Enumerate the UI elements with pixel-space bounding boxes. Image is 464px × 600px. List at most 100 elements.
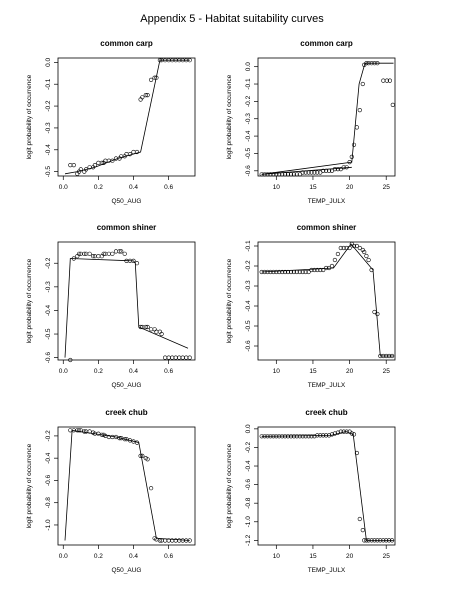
x-axis-label: TEMP_JULX [308, 382, 346, 389]
x-tick-label: 20 [346, 553, 354, 560]
fitted-curve-line [64, 258, 189, 358]
data-point [387, 78, 393, 83]
y-tick-label: -0.3 [245, 280, 252, 292]
data-point [309, 267, 314, 273]
data-point [321, 168, 326, 173]
y-tick-label: -0.4 [245, 300, 252, 312]
x-tick-label: 20 [346, 184, 354, 191]
plot-frame [257, 241, 396, 361]
data-point [149, 486, 154, 491]
y-tick-label: -0.4 [45, 144, 52, 156]
data-point [303, 269, 308, 275]
data-point [71, 163, 76, 168]
data-point [332, 257, 338, 263]
data-point [335, 167, 341, 172]
x-axis-label: TEMP_JULX [308, 198, 346, 205]
data-point [303, 434, 308, 439]
data-point [99, 254, 104, 259]
data-point [318, 267, 323, 273]
x-tick-label: 0.0 [59, 553, 68, 560]
data-point [315, 170, 320, 175]
data-point [277, 172, 282, 177]
data-point [106, 251, 111, 256]
data-point [300, 170, 305, 175]
data-point [149, 77, 154, 82]
data-point [113, 249, 119, 254]
data-point [68, 428, 73, 433]
data-point [360, 527, 365, 533]
y-tick-label: -0.2 [45, 100, 52, 112]
y-tick-label: -0.1 [245, 240, 252, 252]
data-point [110, 158, 115, 163]
data-point [143, 92, 148, 98]
x-tick-label: 0.4 [129, 184, 138, 191]
chart-title: common carp [300, 39, 353, 48]
y-tick-label: -0.8 [45, 497, 52, 509]
y-tick-label: -0.5 [245, 147, 252, 159]
data-point [354, 243, 360, 249]
x-tick-label: 10 [273, 368, 281, 375]
plot-frame [57, 57, 196, 177]
y-tick-label: -0.2 [245, 95, 252, 107]
x-axis-label: Q50_AUG [112, 382, 142, 389]
y-tick-label: -0.4 [45, 452, 52, 464]
y-tick-label: -0.6 [45, 474, 52, 486]
x-tick-label: 0.2 [94, 368, 103, 375]
x-axis-label: TEMP_JULX [308, 567, 346, 574]
y-tick-label: -0.5 [45, 328, 52, 340]
data-point [271, 269, 276, 275]
data-point [312, 267, 317, 273]
chart-title: creek chub [105, 408, 147, 417]
data-point [96, 431, 101, 436]
y-tick-label: 0.0 [245, 424, 252, 433]
y-axis-label: logit probability of occurrence [26, 258, 33, 343]
x-tick-label: 20 [346, 368, 354, 375]
data-point [82, 251, 87, 256]
x-tick-label: 0.4 [129, 553, 138, 560]
data-point [338, 245, 343, 251]
data-point [177, 538, 182, 543]
y-tick-label: -0.8 [245, 497, 252, 509]
data-point [184, 355, 189, 360]
data-point [300, 269, 305, 275]
data-point [354, 125, 360, 130]
data-point [78, 167, 83, 172]
data-point [357, 245, 362, 251]
plot-frame [57, 241, 196, 361]
data-point [338, 167, 343, 172]
fitted-curve-line [261, 62, 394, 175]
fitted-curve-line [261, 431, 394, 541]
x-tick-label: 25 [383, 184, 391, 191]
x-tick-label: 15 [309, 553, 317, 560]
chart-panel-5: creek chub 0.0 0.2 0.4 0.6 -1.0 -0.8 -0.6 -0.4 -0… [26, 408, 196, 574]
x-tick-label: 25 [383, 553, 391, 560]
y-axis-label: logit probability of occurrence [26, 443, 33, 528]
y-axis-label: logit probability of occurrence [226, 443, 233, 528]
data-point [364, 253, 369, 259]
y-tick-label: 0.0 [45, 57, 52, 66]
data-point [360, 81, 365, 87]
data-point [309, 434, 314, 439]
data-point [381, 78, 386, 83]
data-point [375, 311, 380, 317]
data-point [170, 355, 175, 360]
data-point [332, 431, 338, 436]
x-tick-label: 25 [383, 368, 391, 375]
x-tick-label: 0.2 [94, 184, 103, 191]
data-point [145, 457, 150, 462]
data-point [154, 329, 159, 334]
data-point [341, 165, 346, 170]
y-tick-label: -0.2 [45, 257, 52, 269]
y-tick-label: -0.3 [45, 281, 52, 293]
data-point [96, 160, 101, 165]
y-tick-label: -0.4 [245, 130, 252, 142]
x-tick-label: 10 [273, 553, 281, 560]
data-point [357, 516, 362, 522]
data-point [297, 434, 302, 439]
chart-panel-2: common carp 10 15 20 25 -0.6 -0.5 -0.4 -0.3 -0.2 -… [226, 39, 396, 205]
y-tick-label: -0.4 [245, 460, 252, 472]
data-point [122, 251, 127, 256]
data-point [351, 142, 357, 147]
data-point [335, 430, 341, 435]
